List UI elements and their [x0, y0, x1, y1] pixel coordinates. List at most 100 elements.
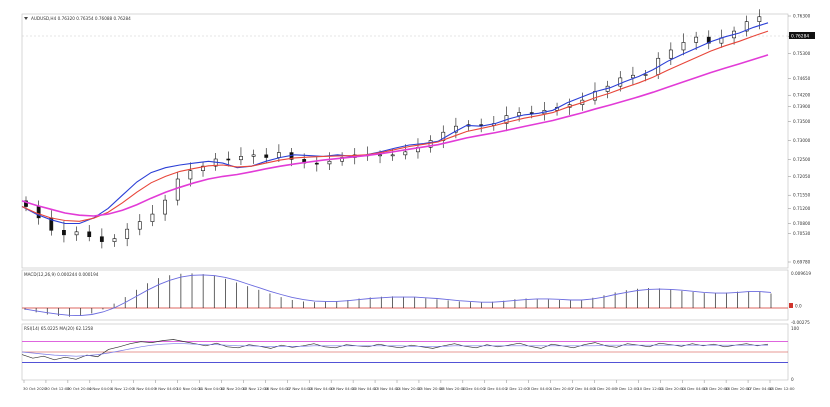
macd-title: MACD(12,26,9) 0.000244 0.000194 — [24, 272, 99, 277]
time-tick-label: 4 Nov 12:00 — [111, 386, 135, 391]
time-tick-label: 13 Nov 12:00 — [242, 386, 268, 391]
time-tick-label: 2 Dec 04:00 — [484, 386, 508, 391]
time-tick-label: 20 Nov 04:00 — [352, 386, 378, 391]
rsi-tick-bottom: 0 — [791, 377, 794, 382]
time-tick-label: 30 Oct 20:00 — [67, 386, 92, 391]
time-tick-label: 16 Dec 20:00 — [725, 386, 751, 391]
candle-body — [99, 236, 104, 242]
candle-body — [201, 165, 205, 171]
candle-body — [239, 156, 243, 161]
time-tick-label: 30 Oct 12:00 — [45, 386, 70, 391]
candle-body — [378, 154, 382, 157]
time-tick-label: 11 Dec 20:00 — [659, 386, 685, 391]
price-panel-frame — [21, 13, 789, 269]
macd-signal-line — [24, 274, 772, 317]
price-tick-label: 0.71200 — [793, 206, 811, 211]
candle-body — [706, 36, 711, 44]
ma_slow-line — [21, 54, 769, 217]
macd-histogram — [22, 273, 788, 317]
triangle-down-icon[interactable] — [24, 17, 28, 20]
price-tick-label: 0.74200 — [793, 93, 811, 98]
price-tick-label: 0.73000 — [793, 138, 811, 143]
rsi-panel[interactable]: RSI(14) 65.0225 MA(20) 62.1258 100 0 — [21, 323, 799, 382]
price-tick-label: 0.76300 — [793, 14, 811, 19]
time-tick-label: 25 Nov 20:00 — [418, 386, 444, 391]
rsi-tick-top: 100 — [791, 326, 799, 331]
time-tick-label: 9 Dec 12:00 — [615, 386, 639, 391]
price-tick-label: 0.72500 — [793, 157, 811, 162]
price-tick-label: 0.71550 — [793, 193, 811, 198]
price-tick-label: 0.70530 — [793, 231, 811, 236]
macd-tick-top: 0.009619 — [791, 271, 811, 276]
time-tick-label: 4 Dec 20:00 — [550, 386, 574, 391]
candle-body — [188, 170, 193, 180]
candle-body — [744, 21, 749, 32]
time-tick-label: 11 Nov 04:00 — [199, 386, 225, 391]
ma_fast-line — [21, 22, 769, 225]
candle-body — [112, 238, 117, 242]
candle-body — [403, 151, 408, 156]
price-tick-label: 0.75300 — [793, 51, 811, 56]
time-tick-label: 18 Nov 04:00 — [308, 386, 334, 391]
candle-body — [175, 178, 180, 201]
price-tick-label: 0.74650 — [793, 76, 811, 81]
rsi-lines — [21, 339, 788, 363]
time-tick-label: 26 Nov 20:00 — [440, 386, 466, 391]
candle-body — [618, 77, 623, 87]
candle-body — [264, 154, 269, 158]
time-tick-label: 12 Nov 20:00 — [220, 386, 246, 391]
candle-body — [453, 125, 458, 133]
price-tick-label: 0.73900 — [793, 104, 811, 109]
time-tick-label: 18 Dec 12:00 — [769, 386, 795, 391]
time-tick-label: 15 Dec 20:00 — [703, 386, 729, 391]
price-panel[interactable]: AUDUSD,H4 0.76320 0.76354 0.76088 0.7628… — [21, 9, 815, 269]
time-tick-label: 17 Dec 04:00 — [747, 386, 773, 391]
candle-body — [150, 213, 155, 222]
time-tick-label: 8 Dec 20:00 — [593, 386, 617, 391]
time-tick-label: 19 Nov 04:00 — [330, 386, 356, 391]
rsi-title: RSI(14) 65.0225 MA(20) 62.1258 — [24, 326, 93, 331]
candle-body — [631, 74, 635, 79]
candle-body — [137, 221, 142, 230]
macd-zero-marker — [789, 303, 793, 308]
candle-body — [87, 231, 92, 238]
candle-body — [62, 230, 66, 236]
macd-panel[interactable]: MACD(12,26,9) 0.000244 0.000194 0.009619… — [21, 269, 811, 325]
time-tick-label: 30 Oct 2020 — [23, 386, 47, 391]
candle-body — [668, 49, 673, 59]
macd-panel-frame — [21, 269, 789, 321]
time-tick-label: 7 Dec 04:00 — [572, 386, 596, 391]
time-tick-label: 4 Nov 04:00 — [89, 386, 113, 391]
time-tick-label: 5 Nov 04:00 — [133, 386, 157, 391]
time-tick-label: 23 Nov 04:00 — [374, 386, 400, 391]
time-tick-label: 16 Nov 04:00 — [264, 386, 290, 391]
candle-body — [517, 112, 522, 116]
time-tick-label: 3 Dec 04:00 — [528, 386, 552, 391]
candle-body — [327, 160, 332, 165]
time-tick-label: 1 Dec 04:00 — [462, 386, 486, 391]
candle-body — [74, 231, 79, 236]
candle-body — [36, 206, 41, 219]
candle-body — [226, 158, 231, 161]
price-axis: 0.763000.757500.753000.746500.742000.739… — [788, 14, 811, 265]
moving-averages — [21, 22, 769, 225]
macd-tick-bottom: -0.00275 — [791, 320, 810, 325]
candle-body — [643, 74, 648, 76]
current-price-tag — [789, 32, 815, 39]
time-tick-label: 10 Dec 12:00 — [637, 386, 663, 391]
time-tick-label: 9 Nov 04:00 — [155, 386, 179, 391]
candle-body — [694, 36, 699, 43]
rsi-line — [21, 339, 769, 361]
candle-body — [276, 152, 281, 158]
price-tick-label: 0.70800 — [793, 221, 811, 226]
price-tick-label: 0.73500 — [793, 119, 811, 124]
time-tick-label: 10 Nov 04:00 — [177, 386, 203, 391]
time-tick-label: 2 Dec 12:00 — [506, 386, 530, 391]
candle-body — [390, 154, 395, 157]
time-tick-label: 17 Nov 04:00 — [286, 386, 312, 391]
time-tick-label: 24 Nov 20:00 — [396, 386, 422, 391]
price-tick-label: 0.69780 — [793, 260, 811, 265]
